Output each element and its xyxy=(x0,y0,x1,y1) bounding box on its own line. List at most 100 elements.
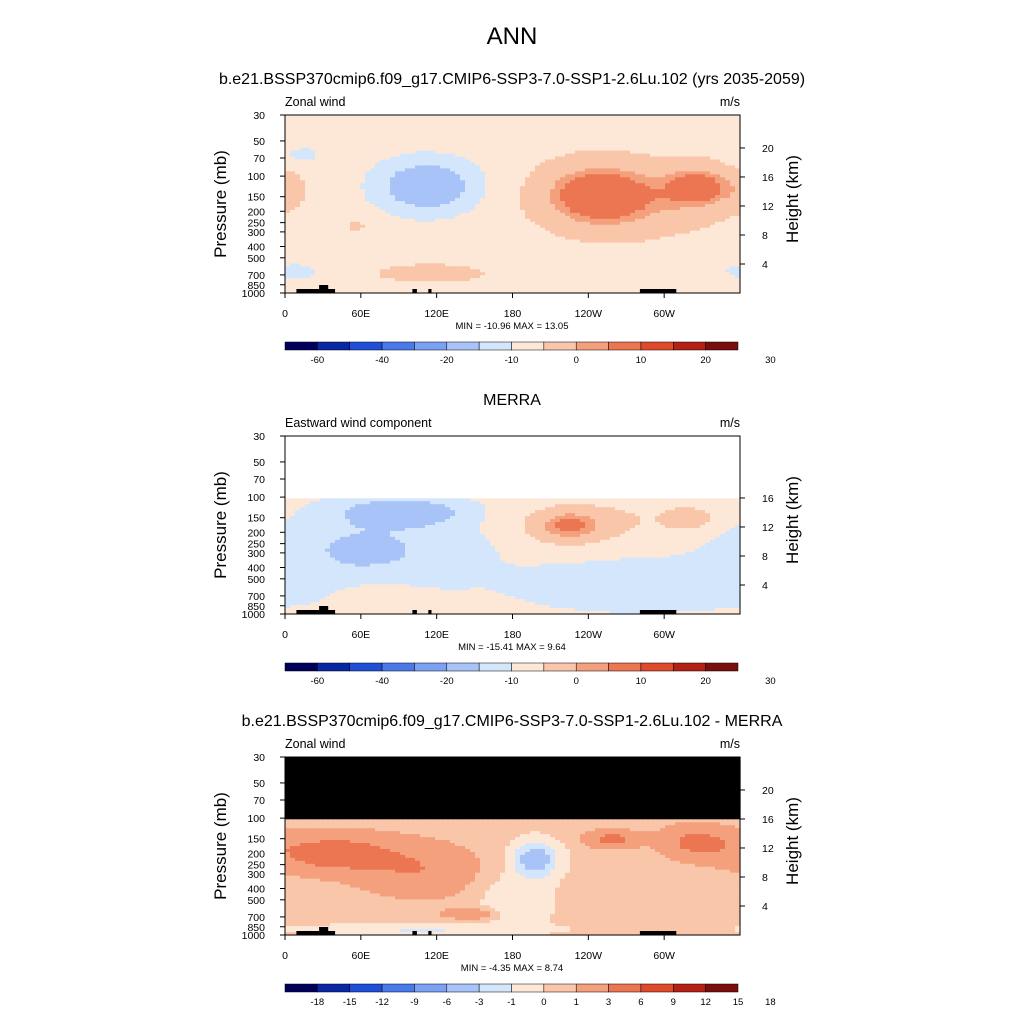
field-cell xyxy=(375,126,381,131)
field-cell xyxy=(300,180,306,184)
field-cell xyxy=(345,115,351,119)
field-cell xyxy=(315,147,321,152)
field-cell xyxy=(370,189,376,193)
field-cell xyxy=(660,159,666,164)
field-cell xyxy=(390,227,396,232)
field-cell xyxy=(645,147,651,152)
field-cell xyxy=(460,129,466,134)
field-cell xyxy=(380,144,386,149)
field-cell xyxy=(695,206,701,211)
field-cell xyxy=(485,162,491,167)
field-cell xyxy=(630,227,636,232)
field-cell xyxy=(520,192,526,196)
field-cell xyxy=(330,198,336,202)
field-cell xyxy=(575,198,581,202)
field-cell xyxy=(675,168,681,172)
field-cell xyxy=(420,206,426,211)
field-cell xyxy=(665,189,671,193)
field-cell xyxy=(350,233,356,238)
field-cell xyxy=(300,171,306,175)
field-cell xyxy=(290,227,296,232)
field-cell xyxy=(550,159,556,164)
field-cell xyxy=(455,150,461,155)
field-cell xyxy=(605,227,611,232)
field-cell xyxy=(340,215,346,220)
field-cell xyxy=(480,138,486,143)
field-cell xyxy=(680,209,686,214)
field-cell xyxy=(380,221,386,226)
field-cell xyxy=(310,177,316,181)
field-cell xyxy=(495,115,501,119)
field-cell xyxy=(360,192,366,196)
field-cell xyxy=(500,150,506,155)
field-cell xyxy=(655,144,661,149)
field-cell xyxy=(340,156,346,161)
field-cell xyxy=(365,165,371,169)
field-cell xyxy=(585,147,591,152)
field-cell xyxy=(580,120,586,125)
field-cell xyxy=(495,221,501,226)
field-cell xyxy=(615,189,621,193)
field-cell xyxy=(335,209,341,214)
field-cell xyxy=(295,117,301,122)
field-cell xyxy=(365,168,371,172)
field-cell xyxy=(590,215,596,220)
field-cell xyxy=(435,120,441,125)
field-cell xyxy=(350,215,356,220)
field-cell xyxy=(450,141,456,146)
field-cell xyxy=(545,195,551,199)
field-cell xyxy=(540,201,546,205)
field-cell xyxy=(340,233,346,238)
field-cell xyxy=(680,204,686,208)
field-cell xyxy=(620,171,626,175)
field-cell xyxy=(505,227,511,232)
field-cell xyxy=(685,198,691,202)
field-cell xyxy=(320,117,326,122)
field-cell xyxy=(595,177,601,181)
field-cell xyxy=(585,192,591,196)
field-cell xyxy=(705,218,711,223)
field-cell xyxy=(685,156,691,161)
field-cell xyxy=(560,215,566,220)
field-cell xyxy=(660,126,666,131)
field-cell xyxy=(580,138,586,143)
field-cell xyxy=(670,132,676,137)
field-cell xyxy=(410,153,416,158)
field-cell xyxy=(575,174,581,178)
field-cell xyxy=(530,212,536,217)
field-cell xyxy=(285,204,291,208)
field-cell xyxy=(515,171,521,175)
field-cell xyxy=(560,135,566,140)
field-cell xyxy=(680,192,686,196)
field-cell xyxy=(680,171,686,175)
field-cell xyxy=(655,147,661,152)
field-cell xyxy=(585,171,591,175)
field-cell xyxy=(350,174,356,178)
field-cell xyxy=(550,141,556,146)
field-cell xyxy=(640,186,646,190)
field-cell xyxy=(355,135,361,140)
field-cell xyxy=(490,129,496,134)
field-cell xyxy=(630,135,636,140)
field-cell xyxy=(635,159,641,164)
field-cell xyxy=(680,159,686,164)
field-cell xyxy=(335,171,341,175)
field-cell xyxy=(675,183,681,187)
field-cell xyxy=(400,201,406,205)
field-cell xyxy=(705,206,711,211)
field-cell xyxy=(360,186,366,190)
field-cell xyxy=(375,129,381,134)
field-cell xyxy=(700,162,706,167)
field-cell xyxy=(320,135,326,140)
field-cell xyxy=(430,201,436,205)
field-cell xyxy=(455,129,461,134)
field-cell xyxy=(720,147,726,152)
field-cell xyxy=(535,230,541,235)
field-cell xyxy=(365,159,371,164)
field-cell xyxy=(410,135,416,140)
field-cell xyxy=(690,126,696,131)
field-cell xyxy=(340,162,346,167)
field-cell xyxy=(635,132,641,137)
field-cell xyxy=(290,230,296,235)
field-cell xyxy=(350,162,356,167)
